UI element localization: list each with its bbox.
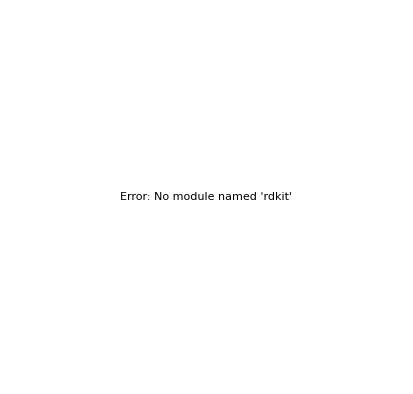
Text: Error: No module named 'rdkit': Error: No module named 'rdkit' bbox=[121, 192, 292, 202]
